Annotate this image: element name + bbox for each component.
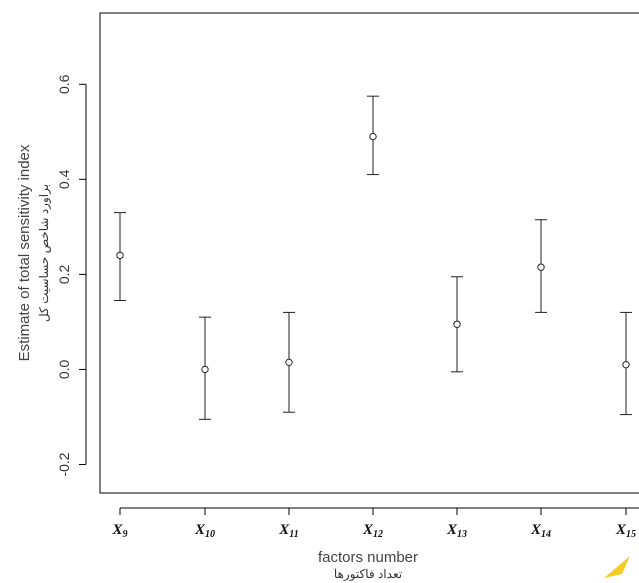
plot-frame bbox=[99, 12, 639, 494]
y-tick-label: 0.6 bbox=[56, 74, 72, 94]
x-axis: X9 X10 X11 X12 X13 X14 X15 bbox=[111, 507, 639, 540]
data-point bbox=[201, 365, 209, 374]
y-tick-label: 0.4 bbox=[56, 169, 72, 189]
error-bar-group bbox=[620, 311, 632, 416]
error-bar-group bbox=[535, 219, 547, 313]
y-axis: -0.2 0.0 0.2 0.4 0.6 bbox=[56, 74, 87, 477]
data-point bbox=[285, 358, 293, 367]
error-bar-group bbox=[367, 95, 379, 176]
data-point bbox=[537, 263, 545, 271]
x-tick-label: X12 bbox=[362, 522, 383, 540]
x-tick-label: X11 bbox=[278, 522, 298, 540]
data-point bbox=[116, 251, 124, 260]
error-bar-group bbox=[114, 212, 126, 302]
x-axis-title: factors number bbox=[318, 549, 418, 566]
x-tick-label: X13 bbox=[446, 522, 467, 540]
error-bar-group bbox=[451, 276, 463, 373]
error-bar-group bbox=[283, 311, 295, 413]
data-point bbox=[453, 320, 461, 328]
y-axis-title-alt: براورد شاخص حساسیت کل bbox=[37, 184, 51, 322]
plot-area bbox=[99, 12, 639, 494]
data-marks bbox=[114, 95, 632, 420]
y-tick-label: 0.0 bbox=[56, 359, 72, 379]
x-tick-label: X9 bbox=[111, 522, 127, 540]
x-tick-label: X10 bbox=[194, 522, 215, 540]
watermark-arrow-icon bbox=[604, 556, 630, 578]
x-axis-title-alt: تعداد فاکتورها bbox=[334, 567, 402, 581]
y-tick-label: -0.2 bbox=[56, 452, 72, 476]
data-point bbox=[622, 360, 630, 369]
y-tick-label: 0.2 bbox=[56, 264, 72, 284]
data-point bbox=[369, 132, 377, 141]
error-bar-group bbox=[199, 316, 211, 420]
x-tick-label: X14 bbox=[530, 522, 551, 540]
x-tick-label: X15 bbox=[615, 522, 636, 540]
y-axis-title: Estimate of total sensitivity index bbox=[16, 144, 33, 361]
